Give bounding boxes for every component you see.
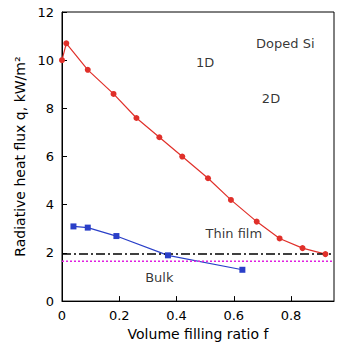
svg-text:0.4: 0.4 bbox=[166, 308, 187, 323]
svg-text:Doped Si: Doped Si bbox=[256, 36, 314, 51]
svg-text:0: 0 bbox=[46, 294, 54, 309]
svg-text:2D: 2D bbox=[262, 91, 280, 106]
svg-text:Bulk: Bulk bbox=[145, 270, 174, 285]
svg-text:Volume filling ratio f: Volume filling ratio f bbox=[128, 326, 270, 342]
svg-text:2: 2 bbox=[46, 245, 54, 260]
svg-text:12: 12 bbox=[37, 5, 54, 20]
svg-text:10: 10 bbox=[37, 53, 54, 68]
svg-text:0: 0 bbox=[58, 308, 66, 323]
svg-text:Thin film: Thin film bbox=[204, 226, 262, 241]
svg-text:0.2: 0.2 bbox=[109, 308, 130, 323]
svg-text:6: 6 bbox=[46, 149, 54, 164]
svg-text:0.6: 0.6 bbox=[223, 308, 244, 323]
svg-text:1D: 1D bbox=[196, 55, 214, 70]
svg-text:0.8: 0.8 bbox=[281, 308, 302, 323]
svg-text:4: 4 bbox=[46, 197, 54, 212]
svg-text:Radiative heat flux q, kW/m²: Radiative heat flux q, kW/m² bbox=[12, 56, 28, 256]
svg-text:8: 8 bbox=[46, 101, 54, 116]
